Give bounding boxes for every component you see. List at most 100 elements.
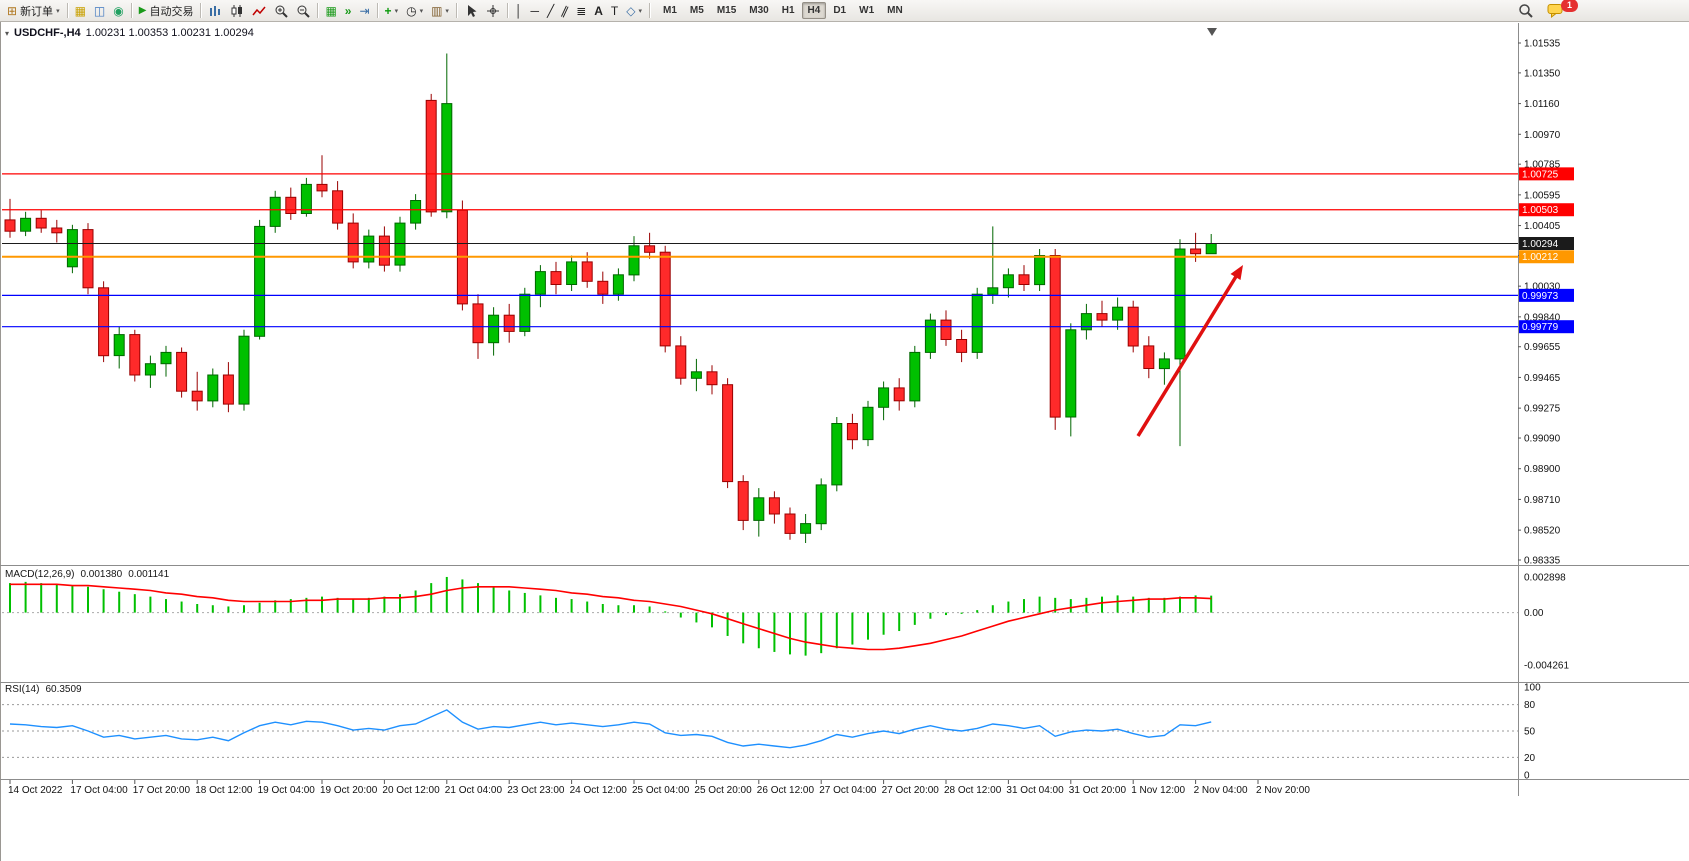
candles-layer (4, 53, 1217, 543)
main-toolbar: ⊞ 新订单 ▾ ▦ ◫ ◉ ▶ 自动交易 ▦ » ⇥ + ▾ ◷ ▾ ▥ ▾ │ ─ … (0, 0, 1689, 22)
notifications-button[interactable]: 1 (1543, 0, 1578, 21)
svg-text:18 Oct 12:00: 18 Oct 12:00 (195, 785, 253, 796)
svg-text:20: 20 (1524, 753, 1536, 764)
svg-text:1.01350: 1.01350 (1524, 68, 1561, 79)
zoom-in-button[interactable] (270, 1, 292, 21)
timeframe-mn-button[interactable]: MN (881, 2, 909, 19)
fibonacci-icon: ≣ (576, 3, 587, 18)
timeframe-w1-button[interactable]: W1 (853, 2, 880, 19)
indicators-plus-icon: + (384, 3, 392, 18)
timeframe-m15-button[interactable]: M15 (711, 2, 742, 19)
templates-button[interactable]: ▥ ▾ (427, 1, 453, 21)
channel-icon: ∥ (559, 2, 571, 19)
chevron-down-icon: ▾ (394, 7, 399, 15)
panel-separators[interactable] (0, 23, 1689, 796)
vertical-line-button[interactable]: │ (511, 1, 527, 21)
timeframe-h4-button[interactable]: H4 (801, 2, 827, 19)
macd-signal-value: 0.001141 (128, 569, 170, 580)
macd-signal-line (10, 583, 1212, 651)
svg-text:2 Nov 04:00: 2 Nov 04:00 (1194, 785, 1248, 796)
zoom-in-icon (274, 4, 289, 18)
timeframe-m1-button[interactable]: M1 (657, 2, 683, 19)
market-watch-icon: ▦ (74, 3, 86, 18)
bar-chart-button[interactable] (204, 1, 226, 21)
rsi-value: 60.3509 (45, 684, 82, 695)
navigator-button[interactable]: ◉ (109, 1, 127, 21)
search-button[interactable] (1514, 1, 1537, 21)
text-tool-button[interactable]: A (590, 1, 607, 21)
one-click-expander-icon[interactable]: ▾ (5, 28, 10, 38)
market-watch-button[interactable]: ▦ (71, 1, 90, 21)
rsi-label: RSI(14) 60.3509 (5, 684, 82, 695)
svg-text:0.98335: 0.98335 (1524, 556, 1561, 567)
candlestick-icon (230, 4, 244, 18)
svg-text:31 Oct 04:00: 31 Oct 04:00 (1006, 785, 1064, 796)
tile-windows-button[interactable]: ▦ (321, 1, 340, 21)
text-label-button[interactable]: T (607, 1, 622, 21)
svg-text:0.98900: 0.98900 (1524, 464, 1561, 475)
symbol-period-label: USDCHF-,H4 (14, 27, 81, 39)
svg-text:17 Oct 20:00: 17 Oct 20:00 (133, 785, 191, 796)
svg-text:0.99465: 0.99465 (1524, 373, 1561, 384)
timeframe-m5-button[interactable]: M5 (684, 2, 710, 19)
line-chart-button[interactable] (248, 1, 270, 21)
data-window-button[interactable]: ◫ (90, 1, 109, 21)
navigator-icon: ◉ (113, 3, 124, 18)
svg-text:1.00030: 1.00030 (1524, 282, 1561, 293)
svg-text:17 Oct 04:00: 17 Oct 04:00 (70, 785, 128, 796)
svg-text:0.002898: 0.002898 (1524, 572, 1566, 583)
candlestick-chart-button[interactable] (226, 1, 248, 21)
timeframe-toolbar: M1 M5 M15 M30 H1 H4 D1 W1 MN (657, 2, 909, 19)
timeframe-m30-button[interactable]: M30 (743, 2, 774, 19)
svg-text:0.99779: 0.99779 (1522, 322, 1559, 333)
toolbar-separator (506, 3, 508, 18)
trend-arrow[interactable] (1136, 265, 1243, 437)
trendline-icon: ╱ (546, 3, 555, 18)
shapes-button[interactable]: ◇ ▾ (622, 1, 646, 21)
periods-button[interactable]: ◷ ▾ (402, 1, 427, 21)
time-axis[interactable]: 14 Oct 2022 17 Oct 04:00 17 Oct 20:00 18 Oc… (8, 780, 1310, 796)
new-order-button[interactable]: ⊞ 新订单 ▾ (3, 1, 64, 21)
auto-scroll-button[interactable]: » (341, 1, 356, 21)
svg-text:19 Oct 20:00: 19 Oct 20:00 (320, 785, 378, 796)
timeframe-d1-button[interactable]: D1 (827, 2, 852, 19)
channel-button[interactable]: ∥ (558, 1, 572, 21)
cursor-button[interactable] (460, 1, 482, 21)
svg-text:0.99655: 0.99655 (1524, 342, 1561, 353)
auto-scroll-icon: » (344, 3, 352, 18)
zoom-out-button[interactable] (292, 1, 314, 21)
text-icon: A (594, 3, 603, 18)
timeframe-h1-button[interactable]: H1 (776, 2, 801, 19)
svg-text:2 Nov 20:00: 2 Nov 20:00 (1256, 785, 1310, 796)
trendline-button[interactable]: ╱ (543, 1, 558, 21)
svg-text:0.98520: 0.98520 (1524, 526, 1561, 537)
macd-label: MACD(12,26,9) 0.001380 0.001141 (5, 569, 169, 580)
svg-text:1.00503: 1.00503 (1522, 205, 1559, 216)
svg-text:1.01535: 1.01535 (1524, 39, 1561, 50)
horizontal-line-button[interactable]: ─ (526, 1, 543, 21)
toolbar-separator (376, 3, 378, 18)
play-icon: ▶ (138, 4, 147, 16)
chart-shift-button[interactable]: ⇥ (355, 1, 373, 21)
shapes-icon: ◇ (626, 3, 636, 18)
svg-text:1 Nov 12:00: 1 Nov 12:00 (1131, 785, 1185, 796)
svg-text:-0.004261: -0.004261 (1524, 660, 1569, 671)
chevron-down-icon: ▾ (56, 7, 60, 15)
chart-shift-marker[interactable] (1207, 28, 1217, 36)
svg-text:0.00: 0.00 (1524, 608, 1544, 619)
rsi-panel: 100 80 50 20 0 (2, 683, 1541, 782)
svg-text:0.99275: 0.99275 (1524, 404, 1561, 415)
svg-text:1.00212: 1.00212 (1522, 252, 1559, 263)
chevron-down-icon: ▾ (445, 7, 449, 15)
horizontal-lines-layer[interactable]: 1.00725 1.00503 1.00294 1.00212 0.99973 0.997… (2, 167, 1574, 334)
autotrade-button[interactable]: ▶ 自动交易 (135, 1, 198, 21)
crosshair-button[interactable] (482, 1, 504, 21)
indicators-button[interactable]: + ▾ (381, 1, 403, 21)
rsi-line (9, 709, 1212, 749)
price-axis[interactable]: 1.01535 1.01350 1.01160 1.00970 1.00785 1.005… (1518, 39, 1561, 567)
chart-window[interactable] (0, 22, 1689, 861)
bar-chart-icon (208, 4, 222, 18)
fibonacci-button[interactable]: ≣ (572, 1, 590, 21)
